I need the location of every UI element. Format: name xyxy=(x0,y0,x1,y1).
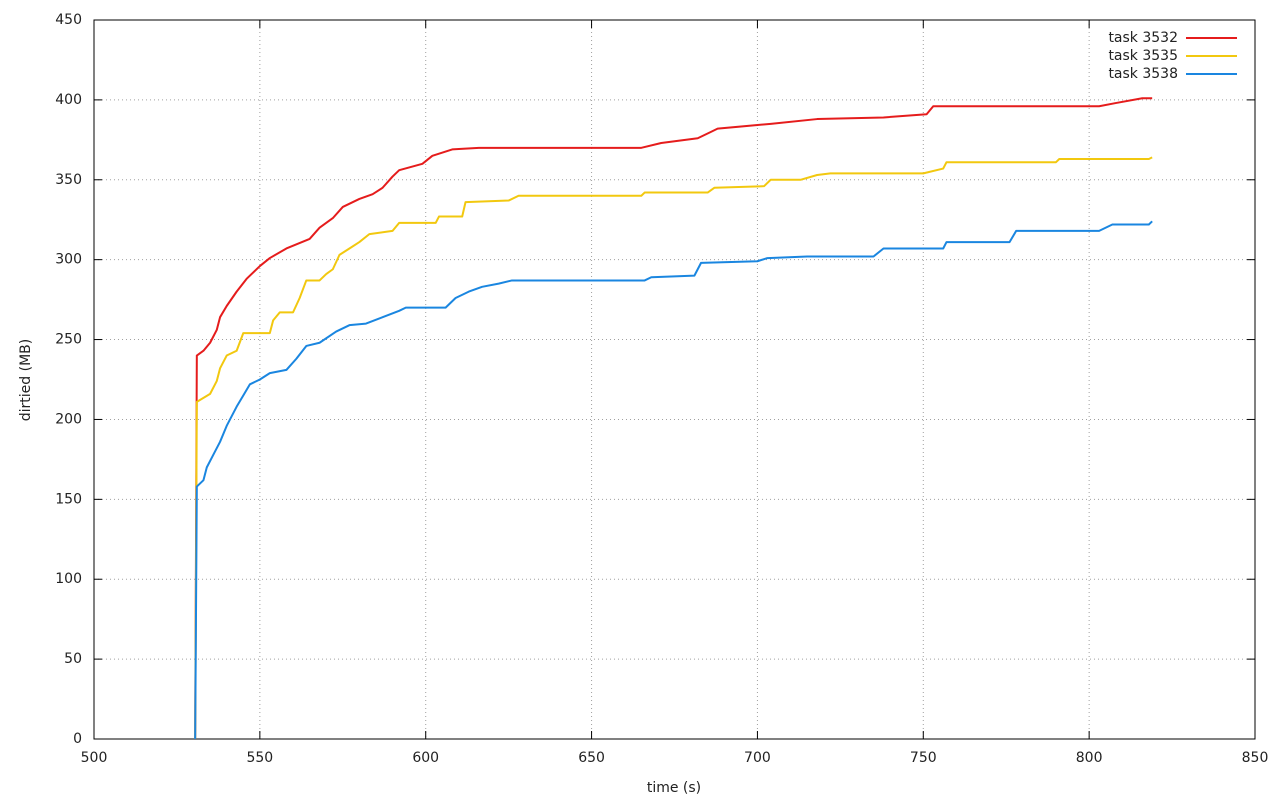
y-tick-label: 100 xyxy=(55,571,82,587)
y-tick-label: 300 xyxy=(55,252,82,268)
y-tick-label: 200 xyxy=(55,411,82,427)
x-tick-label: 750 xyxy=(910,750,937,766)
legend-label: task 3538 xyxy=(1108,66,1178,82)
x-tick-label: 500 xyxy=(81,750,108,766)
x-tick-label: 700 xyxy=(744,750,771,766)
data-line xyxy=(194,156,1153,740)
y-axis-label: dirtied (MB) xyxy=(18,339,34,421)
y-tick-label: 0 xyxy=(73,731,82,747)
x-tick-label: 550 xyxy=(246,750,273,766)
x-axis-label: time (s) xyxy=(647,780,701,796)
legend-label: task 3532 xyxy=(1108,30,1178,46)
data-line xyxy=(194,97,1153,740)
y-tick-label: 250 xyxy=(55,332,82,348)
x-tick-label: 600 xyxy=(412,750,439,766)
y-tick-label: 350 xyxy=(55,172,82,188)
y-tick-label: 150 xyxy=(55,491,82,507)
x-tick-label: 800 xyxy=(1076,750,1103,766)
data-line xyxy=(194,220,1153,740)
x-tick-label: 650 xyxy=(578,750,605,766)
y-tick-label: 450 xyxy=(55,12,82,28)
plot-border xyxy=(93,19,1256,740)
legend-label: task 3535 xyxy=(1108,48,1178,64)
y-tick-label: 50 xyxy=(64,651,82,667)
x-tick-label: 850 xyxy=(1242,750,1269,766)
y-tick-label: 400 xyxy=(55,92,82,108)
